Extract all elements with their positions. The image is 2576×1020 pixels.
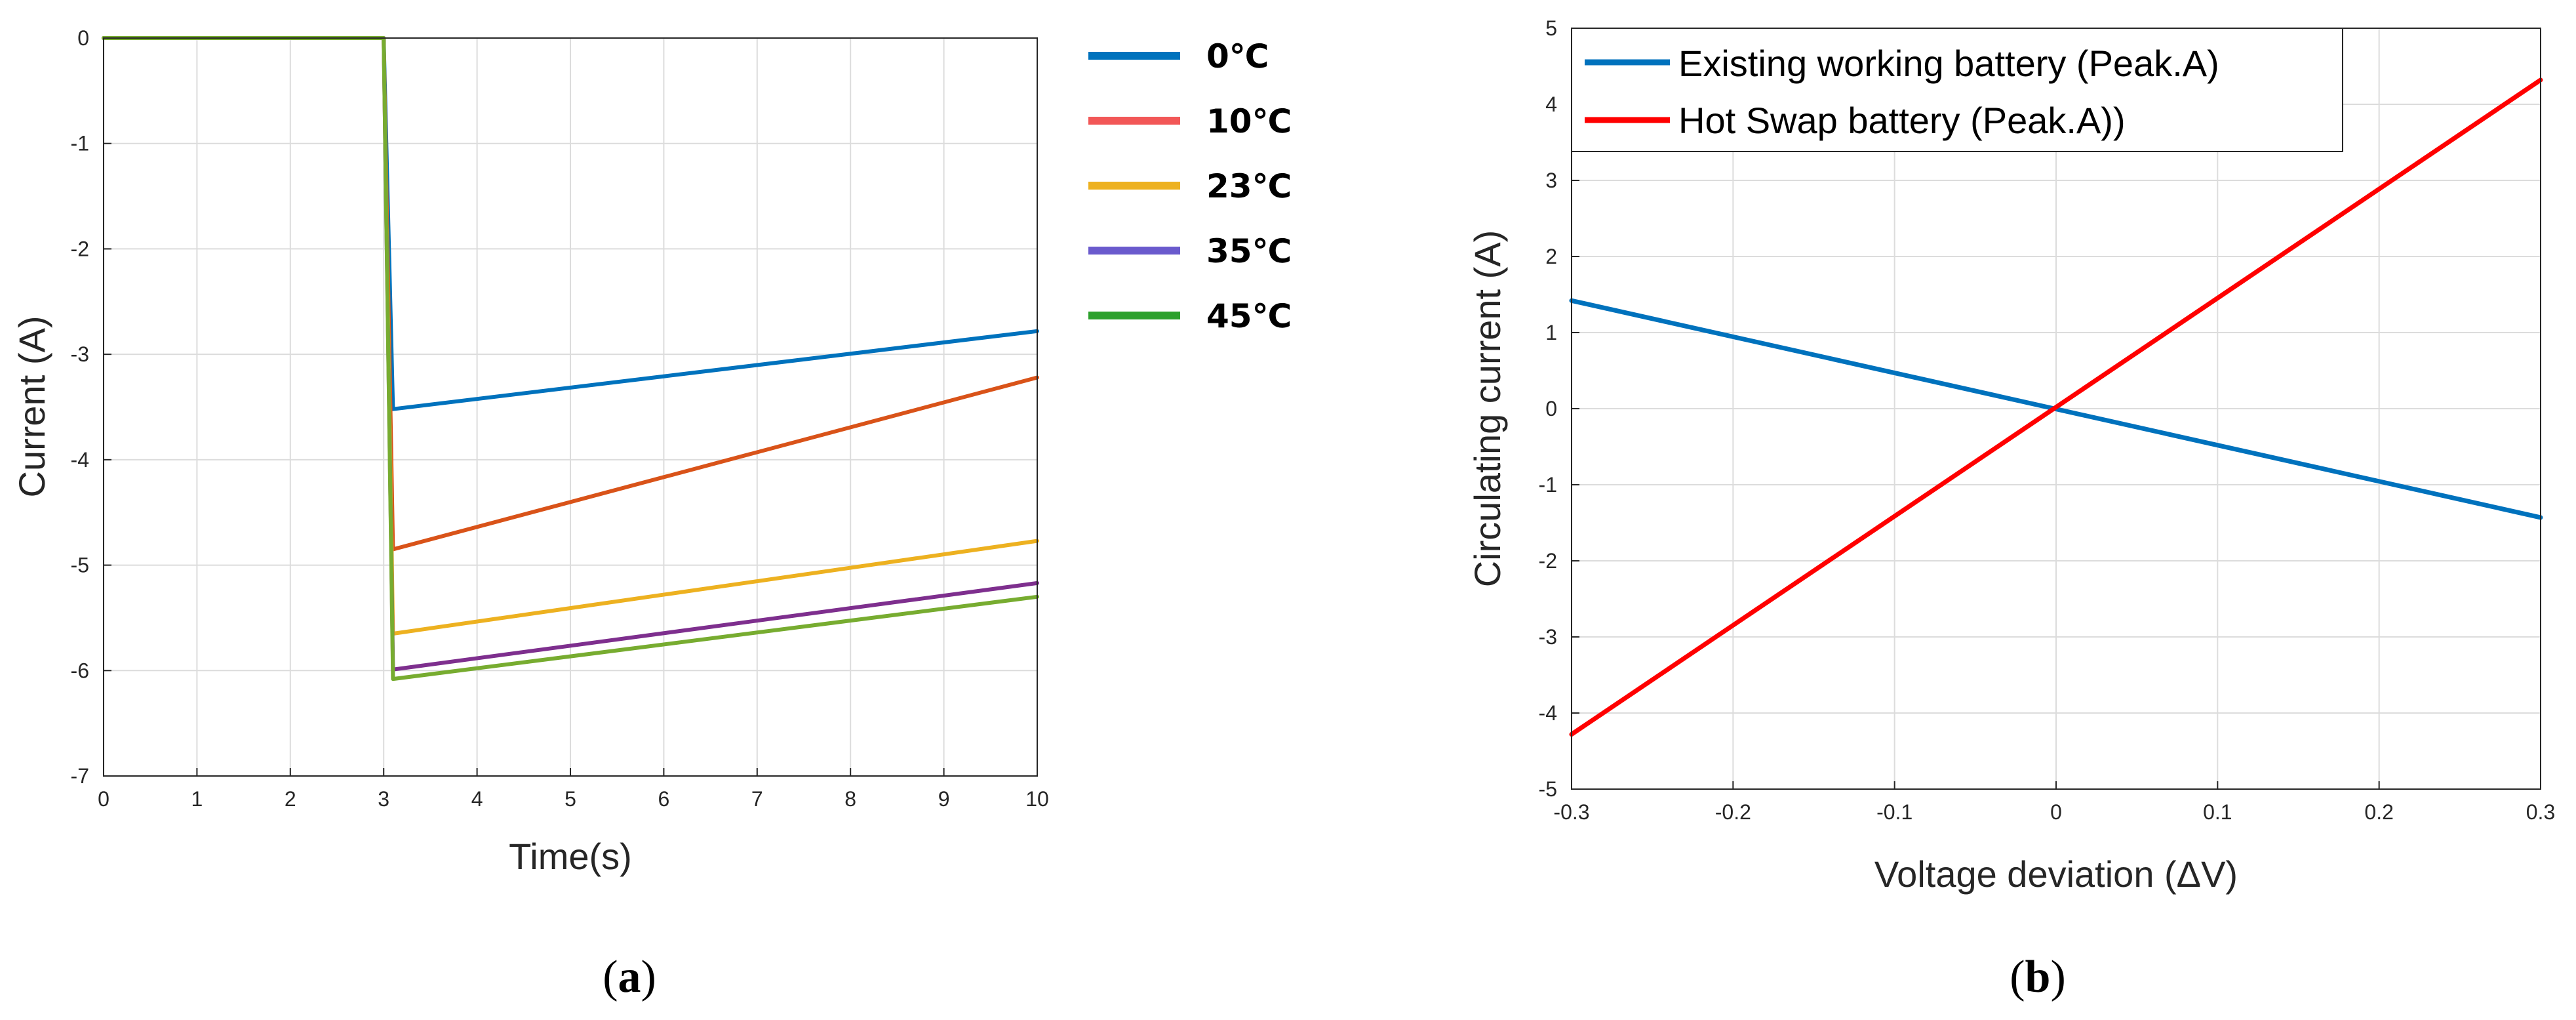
y-tick-label: -4 xyxy=(1539,701,1557,725)
chart-b-x-axis-label: Voltage deviation (ΔV) xyxy=(1874,853,2238,895)
x-tick-label: 5 xyxy=(565,787,576,811)
chart-b-x-ticks: -0.3 -0.2 -0.1 0 0.1 0.2 0.3 xyxy=(1553,781,2555,824)
chart-a-y-axis-label: Current (A) xyxy=(11,316,52,498)
y-tick-label: -2 xyxy=(71,237,89,260)
panel-label-a: (a) xyxy=(603,952,656,1002)
x-tick-label: 9 xyxy=(938,787,950,811)
chart-a-legend-label: 0℃ xyxy=(1206,37,1269,75)
y-tick-label: 3 xyxy=(1545,169,1557,192)
chart-a-legend-label: 35℃ xyxy=(1206,232,1292,270)
chart-a-x-axis-label: Time(s) xyxy=(509,836,632,877)
y-tick-label: -7 xyxy=(71,764,89,788)
chart-b: -0.3 -0.2 -0.1 0 0.1 0.2 0.3 543210-1-2-3-4-5 … xyxy=(1467,16,2555,1002)
chart-b-legend: Existing working battery (Peak.A) Hot Sw… xyxy=(1571,28,2343,152)
panel-label-b: (b) xyxy=(2010,952,2066,1002)
y-tick-label: -1 xyxy=(1539,473,1557,497)
chart-b-y-axis-label: Circulating current (A) xyxy=(1467,230,1508,588)
y-tick-label: -1 xyxy=(71,132,89,155)
chart-a-legend-label: 23℃ xyxy=(1206,167,1292,205)
x-tick-label: -0.1 xyxy=(1876,800,1912,824)
x-tick-label: 0 xyxy=(2050,800,2062,824)
chart-a: 0 1 2 3 4 5 6 7 8 9 10 0 -1 -2 -3 -4 -5 -6 -7 Time(s) Cur… xyxy=(11,26,1292,1002)
y-tick-label: -3 xyxy=(71,342,89,366)
chart-a-legend: 0℃ 10℃ 23℃ 35℃ 45℃ xyxy=(1088,37,1292,335)
x-tick-label: 4 xyxy=(471,787,483,811)
y-tick-label: -5 xyxy=(1539,777,1557,801)
y-tick-label: -5 xyxy=(71,554,89,577)
x-tick-label: 0.1 xyxy=(2203,800,2232,824)
chart-a-x-ticks: 0 1 2 3 4 5 6 7 8 9 10 xyxy=(98,768,1049,811)
x-tick-label: 6 xyxy=(658,787,670,811)
y-tick-label: 4 xyxy=(1545,92,1557,116)
x-tick-label: 3 xyxy=(378,787,389,811)
x-tick-label: -0.2 xyxy=(1715,800,1751,824)
chart-b-legend-label: Existing working battery (Peak.A) xyxy=(1678,43,2219,84)
chart-b-series xyxy=(1569,77,2543,737)
y-tick-label: -2 xyxy=(1539,549,1557,573)
y-tick-label: 2 xyxy=(1545,245,1557,268)
chart-a-legend-label: 10℃ xyxy=(1206,102,1292,140)
chart-b-legend-box xyxy=(1571,28,2343,152)
x-tick-label: 10 xyxy=(1025,787,1049,811)
x-tick-label: 7 xyxy=(751,787,763,811)
y-tick-label: -4 xyxy=(71,448,89,472)
y-tick-label: 5 xyxy=(1545,16,1557,40)
x-tick-label: 0.3 xyxy=(2526,800,2555,824)
x-tick-label: 8 xyxy=(844,787,856,811)
chart-b-legend-label: Hot Swap battery (Peak.A)) xyxy=(1678,100,2126,141)
y-tick-label: 1 xyxy=(1545,321,1557,344)
x-tick-label: 2 xyxy=(285,787,296,811)
y-tick-label: 0 xyxy=(1545,397,1557,420)
x-tick-label: 0.2 xyxy=(2364,800,2393,824)
y-tick-label: 0 xyxy=(77,26,89,50)
x-tick-label: -0.3 xyxy=(1553,800,1589,824)
y-tick-label: -6 xyxy=(71,659,89,682)
chart-a-y-ticks: 0 -1 -2 -3 -4 -5 -6 -7 xyxy=(71,26,111,788)
x-tick-label: 1 xyxy=(191,787,203,811)
chart-a-legend-label: 45℃ xyxy=(1206,297,1292,335)
data-series-line xyxy=(1569,77,2543,737)
x-tick-label: 0 xyxy=(98,787,109,811)
y-tick-label: -3 xyxy=(1539,625,1557,649)
